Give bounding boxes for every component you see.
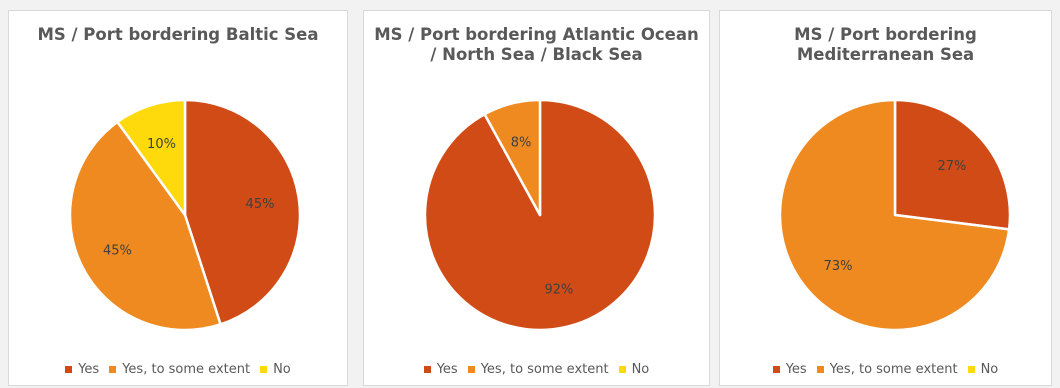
legend-swatch: [109, 366, 117, 373]
legend-label: No: [980, 362, 999, 377]
data-label: 45%: [246, 197, 275, 212]
data-label: 8%: [511, 136, 532, 151]
legend-label: Yes, to some extent: [480, 362, 609, 377]
chart-title: MS / Port bordering Baltic Sea: [37, 25, 319, 44]
chart-title: MS / Port bordering Mediterranean Sea: [794, 25, 977, 64]
pie-chart-atlantic: 92% 8%: [423, 98, 657, 332]
legend-swatch: [65, 366, 73, 373]
data-label: 10%: [147, 137, 176, 152]
legend-label: Yes, to some extent: [829, 362, 958, 377]
chart-panel-baltic: MS / Port bordering Baltic Sea 45% 45% 10%…: [8, 10, 348, 386]
pie-slice-yes-to-some-extent: [483, 98, 542, 217]
data-label: 27%: [937, 159, 966, 174]
pie-slice-yes-to-some-extent: [68, 120, 222, 332]
chart-legend: Yes Yes, to some extent No: [364, 362, 709, 377]
legend-swatch: [260, 366, 268, 373]
chart-panel-atlantic: MS / Port bordering Atlantic Ocean / Nor…: [363, 10, 710, 386]
pie-slice-no: [116, 98, 187, 217]
legend-swatch: [467, 366, 475, 373]
data-label: 92%: [544, 283, 573, 298]
legend-swatch: [816, 366, 824, 373]
legend-label: No: [273, 362, 291, 377]
legend-swatch: [423, 366, 431, 373]
legend-swatch: [772, 366, 780, 373]
legend-item: Yes, to some extent: [467, 362, 609, 377]
legend-item: Yes, to some extent: [109, 362, 250, 377]
data-label: 73%: [824, 259, 853, 274]
legend-swatch: [967, 366, 975, 373]
legend-item: Yes: [772, 362, 807, 377]
legend-label: Yes, to some extent: [122, 362, 251, 377]
pie-slice-yes: [183, 98, 302, 326]
legend-swatch: [618, 366, 626, 373]
legend-item: Yes, to some extent: [816, 362, 958, 377]
data-label: 45%: [103, 244, 132, 259]
pie-chart-mediterranean: 27% 73%: [778, 98, 1012, 332]
legend-label: No: [631, 362, 650, 377]
legend-item: No: [260, 362, 291, 377]
legend-label: Yes: [785, 362, 807, 377]
legend-label: Yes: [436, 362, 458, 377]
chart-panel-mediterranean: MS / Port bordering Mediterranean Sea 27…: [719, 10, 1052, 386]
chart-title: MS / Port bordering Atlantic Ocean / Nor…: [374, 25, 699, 64]
legend-item: No: [618, 362, 650, 377]
chart-legend: Yes Yes, to some extent No: [9, 362, 347, 377]
pie-slice-yes-to-some-extent: [778, 98, 1011, 332]
pie-chart-baltic: 45% 45% 10%: [68, 98, 302, 332]
legend-item: Yes: [423, 362, 458, 377]
legend-label: Yes: [78, 362, 100, 377]
pie-slice-yes: [893, 98, 1012, 231]
chart-legend: Yes Yes, to some extent No: [720, 362, 1051, 377]
legend-item: Yes: [65, 362, 99, 377]
legend-item: No: [967, 362, 999, 377]
